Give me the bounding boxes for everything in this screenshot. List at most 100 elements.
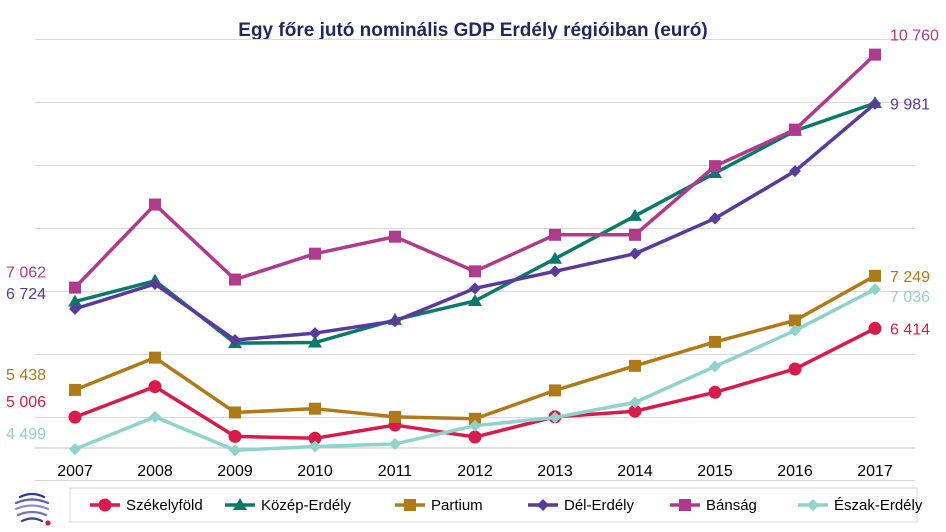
legend-box — [69, 487, 918, 523]
x-tick-label: 2014 — [617, 463, 653, 480]
data-point — [789, 123, 801, 136]
data-point — [679, 499, 691, 511]
data-point — [389, 410, 401, 423]
data-point — [149, 198, 161, 211]
data-point — [308, 335, 322, 348]
series-5 — [69, 283, 881, 457]
data-point — [468, 293, 482, 306]
data-point — [389, 315, 401, 328]
legend-item: Bánság — [670, 497, 757, 514]
data-point — [68, 410, 82, 424]
data-point — [548, 251, 562, 264]
legend-item: Észak-Erdély — [798, 497, 923, 514]
start-value-label: 7 062 — [6, 265, 46, 282]
data-point — [229, 334, 241, 347]
legend-label: Dél-Erdély — [564, 497, 635, 514]
data-point — [469, 412, 481, 425]
data-point — [469, 282, 481, 295]
data-point — [549, 265, 561, 278]
data-point — [708, 385, 722, 399]
data-point — [629, 359, 641, 372]
x-tick-label: 2012 — [457, 463, 493, 480]
end-value-label: 6 414 — [890, 321, 930, 338]
data-point — [69, 443, 81, 456]
data-point — [229, 444, 241, 457]
legend-label: Bánság — [706, 497, 757, 514]
data-point — [469, 265, 481, 278]
legend-label: Közép-Erdély — [261, 497, 352, 514]
start-value-label: 5 006 — [6, 394, 46, 411]
data-point — [229, 273, 241, 286]
data-point — [149, 351, 161, 364]
legend-label: Partium — [431, 497, 483, 514]
data-point — [389, 437, 401, 450]
data-point — [149, 410, 161, 423]
data-point — [628, 404, 642, 418]
data-point — [404, 499, 416, 511]
data-point — [789, 314, 801, 327]
x-tick-label: 2017 — [857, 463, 893, 480]
data-point — [308, 431, 322, 445]
end-value-label: 7 036 — [890, 289, 930, 306]
data-point — [69, 302, 81, 315]
data-point — [869, 97, 881, 110]
x-tick-label: 2010 — [297, 463, 333, 480]
data-point — [537, 499, 549, 511]
legend-item: Közép-Erdély — [225, 497, 352, 514]
data-point — [868, 321, 882, 335]
start-value-label: 6 724 — [6, 286, 46, 303]
x-axis: 2007 2008 2009 2010 2011 2012 2013 2014 2015 2016… — [35, 447, 915, 480]
end-value-label: 10 760 — [890, 28, 939, 45]
x-tick-label: 2011 — [378, 463, 413, 480]
data-point — [309, 440, 321, 453]
end-value-label: 7 249 — [890, 269, 930, 286]
series-line — [74, 101, 876, 345]
data-point — [69, 281, 81, 294]
data-point — [309, 402, 321, 415]
legend-label: Székelyföld — [126, 497, 203, 514]
data-point — [869, 283, 881, 296]
data-point — [709, 212, 721, 225]
legend-item: Székelyföld — [90, 497, 203, 514]
end-labels: 5 006 6 414 5 438 7 249 6 724 9 981 7 062 10 76… — [6, 28, 939, 443]
data-point — [629, 228, 641, 241]
series-0 — [68, 321, 882, 445]
chart-title: Egy főre jutó nominális GDP Erdély régió… — [238, 20, 707, 41]
data-point — [468, 430, 482, 444]
data-point — [233, 498, 247, 510]
data-point — [709, 360, 721, 373]
data-point — [869, 269, 881, 282]
x-tick-label: 2016 — [777, 463, 813, 480]
x-tick-label: 2007 — [57, 463, 93, 480]
data-point — [148, 380, 162, 394]
start-value-label: 5 438 — [6, 367, 46, 384]
data-point — [807, 499, 819, 511]
data-point — [869, 48, 881, 61]
data-point — [309, 327, 321, 340]
data-point — [789, 165, 801, 178]
data-point — [98, 498, 112, 512]
data-point — [228, 429, 242, 443]
x-tick-label: 2008 — [137, 463, 173, 480]
x-tick-label: 2015 — [697, 463, 733, 480]
data-point — [69, 383, 81, 396]
data-point — [149, 277, 161, 290]
series-4 — [69, 48, 881, 294]
start-value-label: 4 499 — [6, 426, 46, 443]
legend-item: Dél-Erdély — [528, 497, 635, 514]
series-line — [73, 53, 877, 289]
series-layer — [68, 48, 882, 457]
data-point — [629, 396, 641, 409]
data-point — [549, 411, 561, 424]
series-2 — [69, 269, 881, 425]
data-point — [469, 419, 481, 432]
data-point — [389, 230, 401, 243]
logo-icon — [14, 492, 51, 526]
data-point — [549, 228, 561, 241]
legend-label: Észak-Erdély — [834, 497, 923, 514]
series-3 — [69, 97, 881, 347]
data-point — [229, 406, 241, 419]
legend-item: Partium — [395, 497, 483, 514]
data-point — [628, 208, 642, 221]
legend: Székelyföld Közép-Erdély Partium Dél-Erdély… — [69, 487, 923, 523]
